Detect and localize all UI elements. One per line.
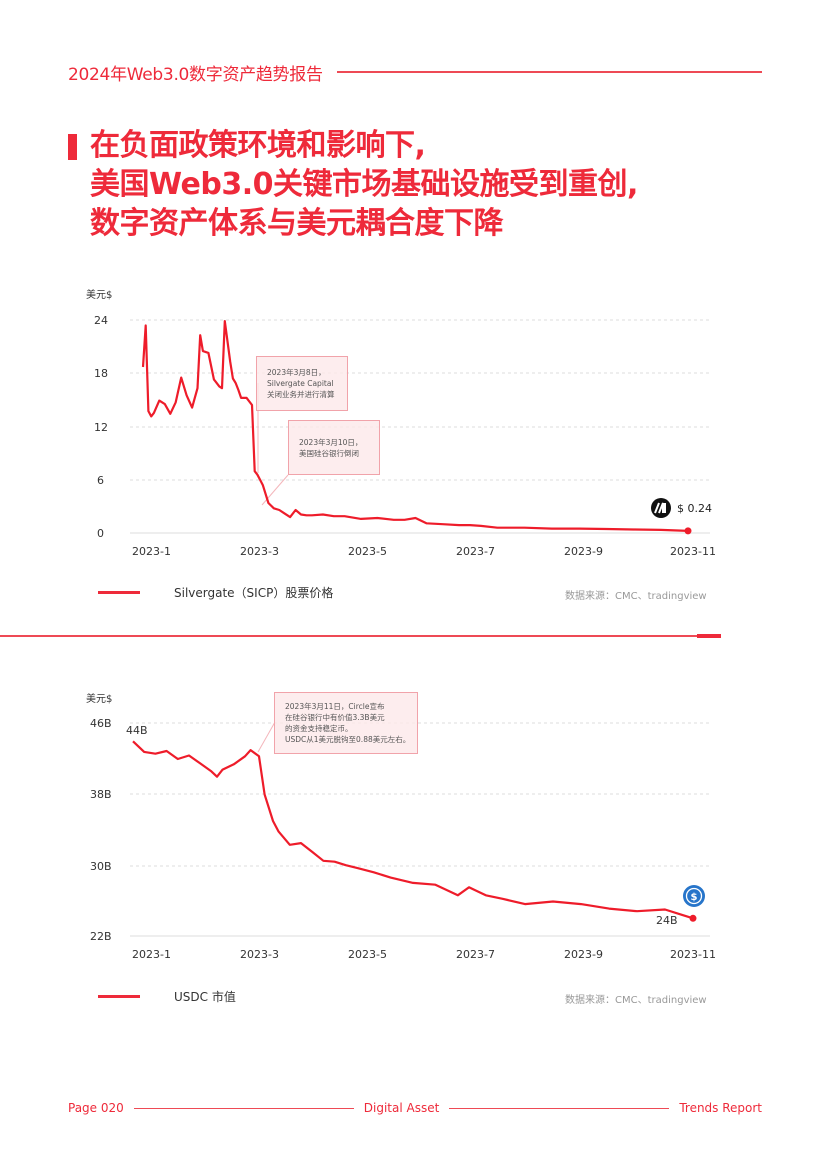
annotation-line: 2023年3月10日，: [299, 437, 363, 447]
chart2-unit-label: 美元$: [86, 692, 112, 705]
annotation-silvergate-closure: 2023年3月8日， Silvergate Capital 关闭业务并进行清算: [256, 356, 348, 411]
y-tick: 30B: [90, 860, 112, 873]
y-tick: 12: [94, 421, 108, 434]
chart2-legend-label: USDC 市值: [174, 990, 236, 1004]
chart1-unit-label: 美元$: [86, 288, 112, 301]
chart1-data-source: 数据来源：CMC、tradingview: [565, 591, 707, 602]
silvergate-price-line: [141, 320, 689, 532]
x-tick: 2023-3: [240, 948, 279, 961]
silvergate-logo-icon: [651, 498, 671, 518]
legend-swatch: [98, 591, 140, 594]
x-tick: 2023-11: [670, 948, 716, 961]
annotation-line: 2023年3月11日，Circle宣布: [285, 702, 385, 711]
x-tick: 2023-1: [132, 545, 171, 558]
footer-divider: [133, 1107, 354, 1109]
legend-swatch: [98, 995, 140, 998]
footer-middle-text: Digital Asset: [363, 1101, 440, 1115]
chart1-end-point: [684, 527, 692, 535]
chart-usdc: 美元$ 46B 38B 30B 22B 2023-1 2023-3 2023-5…: [86, 692, 716, 961]
chart2-data-source: 数据来源：CMC、tradingview: [565, 995, 707, 1006]
chart1-legend: Silvergate（SICP）股票价格: [98, 584, 333, 601]
annotation-line: 的资金支持稳定币。: [285, 724, 353, 733]
y-tick: 6: [97, 474, 104, 487]
y-tick: 46B: [90, 717, 112, 730]
annotation-line: 美国硅谷银行倒闭: [299, 448, 359, 458]
y-tick: 22B: [90, 930, 112, 943]
chart2-end-label: 24B: [656, 914, 678, 927]
y-tick: 0: [97, 527, 104, 540]
page-number: Page 020: [68, 1101, 124, 1115]
page-footer: Page 020 Digital Asset Trends Report: [68, 1099, 762, 1117]
chart1-legend-label: Silvergate（SICP）股票价格: [174, 586, 334, 600]
headline-line-1: 在负面政策环境和影响下,: [90, 128, 426, 163]
x-tick: 2023-5: [348, 948, 387, 961]
headline-accent-bar: [68, 134, 77, 160]
headline-line-2: 美国Web3.0关键市场基础设施受到重创,: [90, 167, 638, 202]
y-tick: 18: [94, 367, 108, 380]
footer-divider: [449, 1107, 670, 1109]
section-divider-tab: [697, 634, 721, 638]
chart1-x-axis: 2023-1 2023-3 2023-5 2023-7 2023-9 2023-…: [132, 545, 716, 558]
chart2-start-label: 44B: [126, 724, 148, 737]
annotation-line: 在硅谷银行中有价值3.3B美元: [285, 713, 385, 722]
usdc-logo-icon: $: [683, 885, 705, 907]
headline-line-3: 数字资产体系与美元耦合度下降: [90, 206, 503, 241]
y-tick: 24: [94, 314, 108, 327]
x-tick: 2023-7: [456, 948, 495, 961]
x-tick: 2023-11: [670, 545, 716, 558]
chart2-end-point: [689, 914, 697, 922]
x-tick: 2023-7: [456, 545, 495, 558]
chart1-grid: [130, 319, 710, 481]
annotation-line: 2023年3月8日，: [267, 368, 326, 377]
annotation-circle-usdc-depeg: 2023年3月11日，Circle宣布 在硅谷银行中有价值3.3B美元 的资金支…: [274, 692, 418, 754]
usdc-marketcap-line: [132, 740, 694, 920]
annotation-line: Silvergate Capital: [267, 379, 334, 388]
chart1-end-label: $ 0.24: [677, 502, 712, 515]
annotation-line: 关闭业务并进行清算: [267, 390, 335, 399]
footer-right-text: Trends Report: [679, 1101, 763, 1115]
chart2-grid: [130, 722, 710, 867]
x-tick: 2023-5: [348, 545, 387, 558]
chart2-legend: USDC 市值: [98, 988, 236, 1005]
chart2-y-axis: 46B 38B 30B 22B: [90, 717, 112, 943]
annotation-svb-collapse: 2023年3月10日， 美国硅谷银行倒闭: [288, 420, 380, 475]
y-tick: 38B: [90, 788, 112, 801]
x-tick: 2023-1: [132, 948, 171, 961]
report-title: 2024年Web3.0数字资产趋势报告: [68, 64, 323, 85]
x-tick: 2023-3: [240, 545, 279, 558]
report-header: 2024年Web3.0数字资产趋势报告: [68, 60, 762, 85]
annotation3-connector: [257, 721, 276, 753]
chart2-x-axis: 2023-1 2023-3 2023-5 2023-7 2023-9 2023-…: [132, 948, 716, 961]
svg-text:$: $: [691, 892, 698, 903]
x-tick: 2023-9: [564, 948, 603, 961]
x-tick: 2023-9: [564, 545, 603, 558]
chart-silvergate: 美元$ 24 18 12 6 0 2023-1 2023-3 2023-5 20…: [86, 288, 716, 558]
chart1-y-axis: 24 18 12 6 0: [94, 314, 108, 540]
section-divider: [0, 635, 720, 637]
header-divider: [336, 71, 762, 73]
annotation-line: USDC从1美元脱钩至0.88美元左右。: [285, 735, 411, 744]
